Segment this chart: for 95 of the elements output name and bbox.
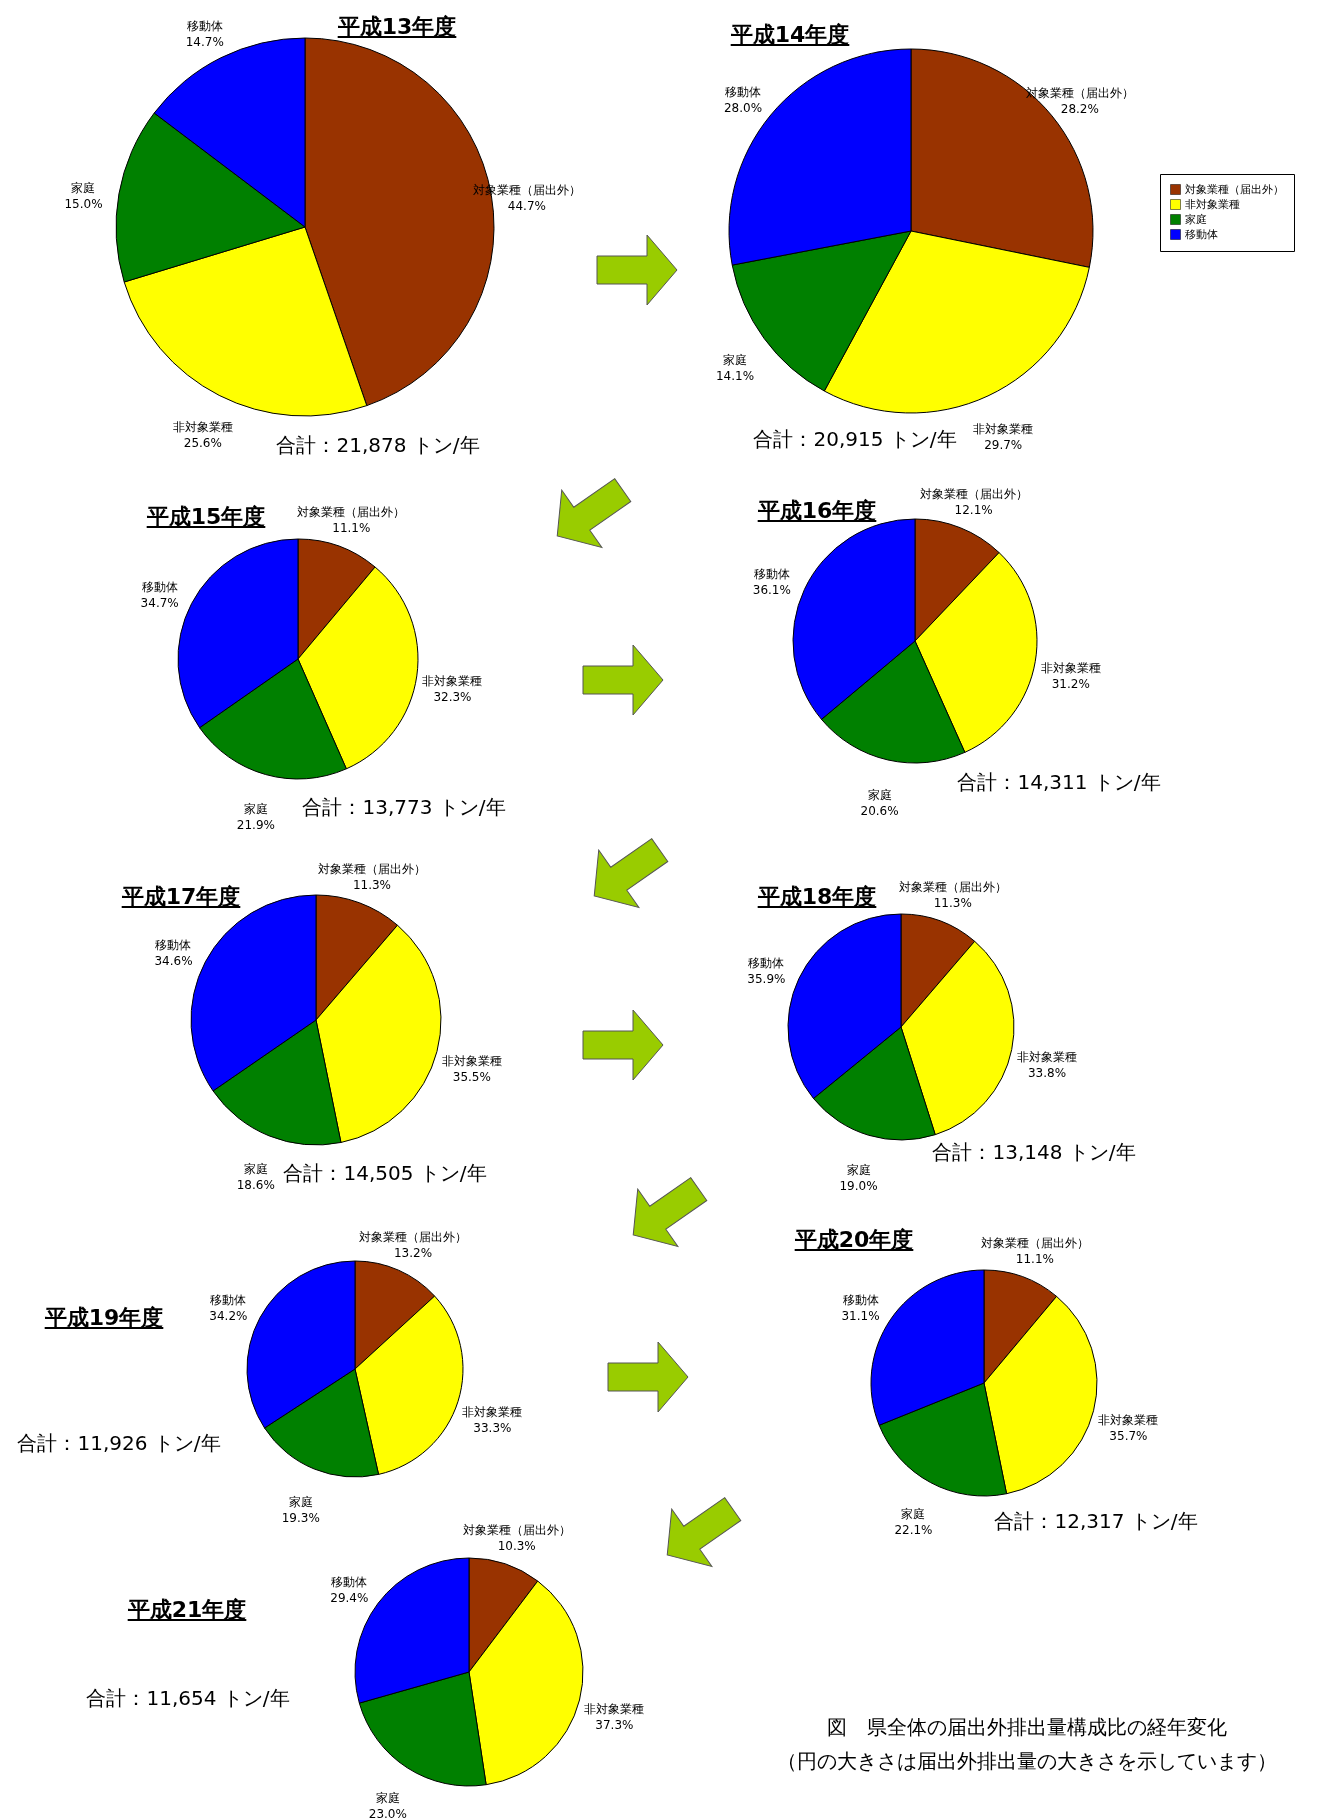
data-label: 35.9%: [747, 972, 786, 987]
data-label: 11.3%: [933, 896, 972, 911]
data-label: 31.2%: [1051, 676, 1090, 691]
slice-label: 対象業種（届出外）: [919, 487, 1028, 502]
text: 平成19年度: [44, 1304, 164, 1332]
data-label: 37.3%: [595, 1717, 634, 1732]
slice-label: 非対象業種: [1098, 1412, 1159, 1427]
text: 平成16年度: [757, 497, 877, 525]
data-label: 44.7%: [507, 198, 546, 213]
chart-title: 平成20年度: [794, 1226, 914, 1254]
data-label: 19.3%: [281, 1511, 320, 1526]
text: 合計：11,926 トン/年: [17, 1430, 221, 1457]
data-label: 20.6%: [860, 803, 899, 818]
slice-label: 非対象業種: [422, 673, 483, 688]
slice-label: 対象業種（届出外）: [317, 862, 426, 877]
chart-title: 平成13年度: [337, 13, 457, 41]
data-label: 11.1%: [1015, 1251, 1054, 1266]
slice-label: 非対象業種: [584, 1701, 645, 1716]
text: 平成21年度: [127, 1596, 247, 1624]
slice-label: 対象業種（届出外）: [359, 1230, 468, 1245]
data-label: 34.2%: [209, 1309, 248, 1324]
slice-label: 移動体: [753, 567, 790, 582]
text: （円の大きさは届出外排出量の大きさを示しています）: [777, 1748, 1277, 1775]
text: 合計：21,878 トン/年: [276, 432, 480, 459]
data-label: 14.7%: [185, 34, 224, 49]
slice-label: 移動体: [186, 18, 223, 33]
text: 合計：13,773 トン/年: [302, 794, 506, 821]
data-label: 33.3%: [473, 1421, 512, 1436]
text: 合計：20,915 トン/年: [753, 426, 957, 453]
slice-label: 家庭: [867, 787, 892, 802]
slice-label: 非対象業種: [172, 420, 233, 435]
data-label: 35.7%: [1109, 1428, 1148, 1443]
data-label: 21.9%: [236, 818, 275, 833]
slice-label: 非対象業種: [973, 421, 1034, 436]
slice-label: 非対象業種: [1017, 1049, 1077, 1064]
text: 合計：14,505 トン/年: [283, 1160, 487, 1187]
slice-label: 家庭: [901, 1507, 926, 1522]
text: 図 県全体の届出外排出量構成比の経年変化: [827, 1714, 1227, 1741]
slice-label: 非対象業種: [462, 1405, 523, 1420]
slice-label: 対象業種（届出外）: [462, 1522, 571, 1537]
chart-title: 平成18年度: [757, 883, 877, 911]
slice-label: 家庭: [243, 802, 268, 817]
slice-label: 家庭: [723, 352, 748, 367]
data-label: 14.1%: [715, 368, 755, 383]
data-label: 36.1%: [752, 583, 791, 598]
text: 合計：13,148 トン/年: [932, 1139, 1136, 1166]
data-label: 35.5%: [452, 1069, 491, 1084]
slice-label: 非対象業種: [441, 1053, 502, 1068]
text: 合計：14,311 トン/年: [957, 769, 1161, 796]
chart-title: 平成15年度: [146, 503, 266, 531]
data-label: 19.0%: [839, 1178, 878, 1193]
slice-label: 移動体: [210, 1293, 247, 1308]
slice-label: 対象業種（届出外）: [297, 505, 406, 520]
data-label: 29.4%: [330, 1590, 369, 1605]
legend-label: 非対象業種: [1185, 197, 1240, 210]
data-label: 33.8%: [1027, 1065, 1067, 1080]
data-label: 34.7%: [140, 595, 179, 610]
data-label: 29.7%: [984, 437, 1023, 452]
data-label: 28.0%: [723, 101, 763, 116]
slice-label: 移動体: [155, 938, 192, 953]
slice-label: 家庭: [846, 1162, 871, 1177]
slice-label: 対象業種（届出外）: [980, 1235, 1089, 1250]
slice-label: 非対象業種: [1040, 660, 1101, 675]
text: 平成17年度: [121, 883, 241, 911]
slice-label: 家庭: [288, 1495, 313, 1510]
data-label: 31.1%: [841, 1308, 880, 1323]
text: 合計：12,317 トン/年: [994, 1508, 1198, 1535]
slice-label: 移動体: [141, 579, 178, 594]
slice-label: 家庭: [71, 180, 96, 195]
data-label: 15.0%: [64, 196, 103, 211]
chart-title: 平成14年度: [730, 21, 850, 49]
slice-label: 家庭: [243, 1162, 268, 1177]
data-label: 11.3%: [352, 878, 392, 893]
slice-label: 対象業種（届出外）: [472, 182, 581, 197]
slice-label: 家庭: [375, 1791, 400, 1806]
data-label: 18.6%: [236, 1178, 275, 1193]
data-label: 32.3%: [433, 689, 472, 704]
data-label: 13.2%: [393, 1246, 433, 1261]
data-label: 25.6%: [183, 436, 222, 451]
data-label: 10.3%: [497, 1538, 536, 1553]
data-label: 34.6%: [154, 954, 193, 969]
slice-label: 移動体: [842, 1292, 879, 1307]
legend-label: 家庭: [1185, 212, 1207, 225]
slice-label: 対象業種（届出外）: [898, 880, 1007, 895]
slice-label: 移動体: [748, 956, 785, 971]
data-label: 28.2%: [1060, 102, 1099, 117]
data-label: 22.1%: [894, 1523, 933, 1538]
data-label: 23.0%: [368, 1807, 407, 1818]
slice-label: 移動体: [725, 85, 762, 100]
legend-label: 対象業種（届出外）: [1185, 182, 1284, 195]
data-label: 12.1%: [954, 503, 993, 518]
legend-label: 移動体: [1185, 227, 1218, 240]
text: 合計：11,654 トン/年: [86, 1685, 290, 1712]
slice-label: 移動体: [331, 1574, 368, 1589]
data-label: 11.1%: [332, 521, 371, 536]
